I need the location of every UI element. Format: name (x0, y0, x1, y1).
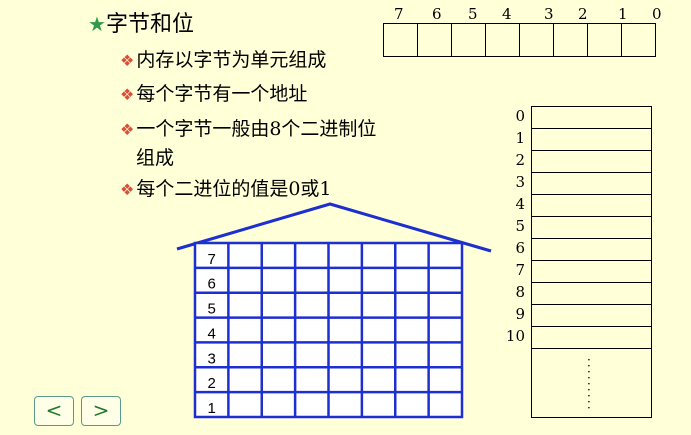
memory-cell (532, 107, 651, 129)
byte-diagram (383, 23, 656, 57)
bit-cell (588, 24, 622, 56)
memory-address: 8 (515, 283, 525, 301)
diamond-bullet-icon: ❖ (120, 180, 135, 199)
memory-address: 0 (515, 107, 525, 125)
memory-cell (532, 261, 651, 283)
bullet-4: ❖ 每个二进位的值是0或1 (120, 174, 332, 201)
memory-cell (532, 129, 651, 151)
ellipsis: · · · · · · · · · (587, 353, 591, 415)
memory-cell (532, 195, 651, 217)
memory-diagram: · · · · · · · · · (531, 106, 652, 418)
bit-label: 2 (578, 5, 588, 23)
memory-address: 2 (515, 151, 525, 169)
star-icon: ★ (88, 12, 106, 36)
memory-address: 1 (515, 129, 525, 147)
memory-cell (532, 217, 651, 239)
bullet-text: 每个字节有一个地址 (136, 83, 308, 105)
bullet-text: 每个二进位的值是0或1 (136, 178, 332, 200)
bit-label: 6 (432, 5, 442, 23)
bit-cell (486, 24, 520, 56)
memory-cell-more: · · · · · · · · · (532, 349, 651, 417)
bullet-3-continuation: 组成 (136, 147, 175, 169)
memory-cell (532, 305, 651, 327)
memory-address: 5 (515, 217, 525, 235)
memory-address: 6 (515, 239, 525, 257)
house-roof (176, 202, 492, 253)
bullet-2: ❖ 每个字节有一个地址 (120, 79, 307, 106)
slide-title: ★字节和位 (88, 6, 194, 38)
bullet-text: 一个字节一般由8个二进制位 (136, 118, 377, 140)
memory-cell (532, 283, 651, 305)
bit-cell (554, 24, 588, 56)
memory-address: 4 (515, 195, 525, 213)
bullet-text: 内存以字节为单元组成 (136, 49, 327, 71)
next-button[interactable]: > (81, 396, 121, 426)
bullet-3: ❖ 一个字节一般由8个二进制位 (120, 114, 376, 141)
memory-cell (532, 151, 651, 173)
row-label: 2 (208, 375, 216, 392)
diamond-bullet-icon: ❖ (120, 51, 135, 70)
bit-label: 1 (618, 5, 628, 23)
title-text: 字节和位 (105, 12, 194, 37)
bit-cell (452, 24, 486, 56)
bit-cell (520, 24, 554, 56)
memory-address: 3 (515, 173, 525, 191)
memory-address: 9 (515, 305, 525, 323)
bit-label: 4 (502, 5, 512, 23)
memory-cell (532, 173, 651, 195)
bit-label: 0 (652, 5, 662, 23)
row-label: 1 (208, 400, 216, 417)
memory-address: 10 (505, 327, 525, 345)
bullet-1: ❖ 内存以字节为单元组成 (120, 45, 326, 72)
bit-label: 3 (544, 5, 554, 23)
memory-cell (532, 239, 651, 261)
bit-label: 7 (394, 5, 404, 23)
bit-label: 5 (468, 5, 478, 23)
memory-cell (532, 327, 651, 349)
row-label: 6 (208, 276, 216, 293)
bit-cell (418, 24, 452, 56)
row-label: 3 (208, 350, 216, 367)
diamond-bullet-icon: ❖ (120, 120, 135, 139)
memory-address: 7 (515, 261, 525, 279)
row-label: 4 (208, 325, 216, 342)
prev-button[interactable]: < (34, 396, 74, 426)
diamond-bullet-icon: ❖ (120, 85, 135, 104)
row-label: 7 (208, 251, 216, 268)
bit-cell (384, 24, 418, 56)
row-label: 5 (208, 301, 216, 318)
